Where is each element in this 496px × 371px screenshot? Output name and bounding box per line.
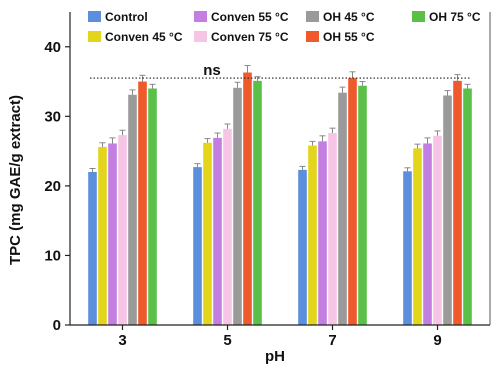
x-tick-label: 7 xyxy=(328,332,336,349)
legend-label: Conven 45 °C xyxy=(105,30,183,44)
bar xyxy=(433,135,442,325)
legend-swatch xyxy=(194,11,207,22)
bar xyxy=(148,88,157,325)
legend-swatch xyxy=(194,31,207,42)
bar xyxy=(203,142,212,325)
legend-label: OH 75 °C xyxy=(429,10,481,24)
legend-label: Conven 55 °C xyxy=(211,10,289,24)
bar xyxy=(213,137,222,325)
y-axis-label: TPC (mg GAE/g extract) xyxy=(7,95,24,265)
legend-label: OH 55 °C xyxy=(323,30,375,44)
bar xyxy=(463,88,472,325)
bar xyxy=(193,167,202,325)
bar xyxy=(253,80,262,325)
y-tick-label: 0 xyxy=(53,317,61,334)
bar xyxy=(98,146,107,325)
bar xyxy=(118,135,127,325)
y-tick-label: 20 xyxy=(44,178,61,195)
legend-swatch xyxy=(306,11,319,22)
bar xyxy=(108,143,117,325)
bar xyxy=(338,92,347,325)
legend-swatch xyxy=(88,11,101,22)
legend-label: OH 45 °C xyxy=(323,10,375,24)
y-tick-label: 10 xyxy=(44,247,61,264)
legend-label: Control xyxy=(105,10,148,24)
axes: 0 10 20 30 40 3 5 7 9 ns xyxy=(44,12,491,349)
bar xyxy=(358,85,367,326)
y-tick-label: 30 xyxy=(44,108,61,125)
bar xyxy=(403,171,412,325)
bar xyxy=(348,78,357,325)
x-axis-label: pH xyxy=(265,348,285,365)
y-tick-label: 40 xyxy=(44,39,61,56)
x-tick-label: 9 xyxy=(433,332,441,349)
bar xyxy=(423,143,432,325)
bar xyxy=(318,141,327,325)
bar xyxy=(453,80,462,325)
bar xyxy=(413,148,422,325)
legend: Control Conven 45 °C Conven 55 °C Conven 75… xyxy=(88,10,481,44)
bar xyxy=(233,87,242,325)
legend-swatch xyxy=(88,31,101,42)
legend-swatch xyxy=(412,11,425,22)
ns-annotation: ns xyxy=(203,62,221,79)
bar xyxy=(88,171,97,325)
legend-swatch xyxy=(306,31,319,42)
bar xyxy=(128,94,137,325)
bar xyxy=(298,169,307,325)
bar xyxy=(443,95,452,325)
bar xyxy=(138,81,147,325)
x-tick-label: 3 xyxy=(118,332,126,349)
legend-label: Conven 75 °C xyxy=(211,30,289,44)
bars xyxy=(88,65,472,326)
bar xyxy=(328,133,337,325)
bar xyxy=(308,145,317,325)
bar xyxy=(223,128,232,325)
x-tick-label: 5 xyxy=(223,332,231,349)
bar xyxy=(243,72,252,325)
